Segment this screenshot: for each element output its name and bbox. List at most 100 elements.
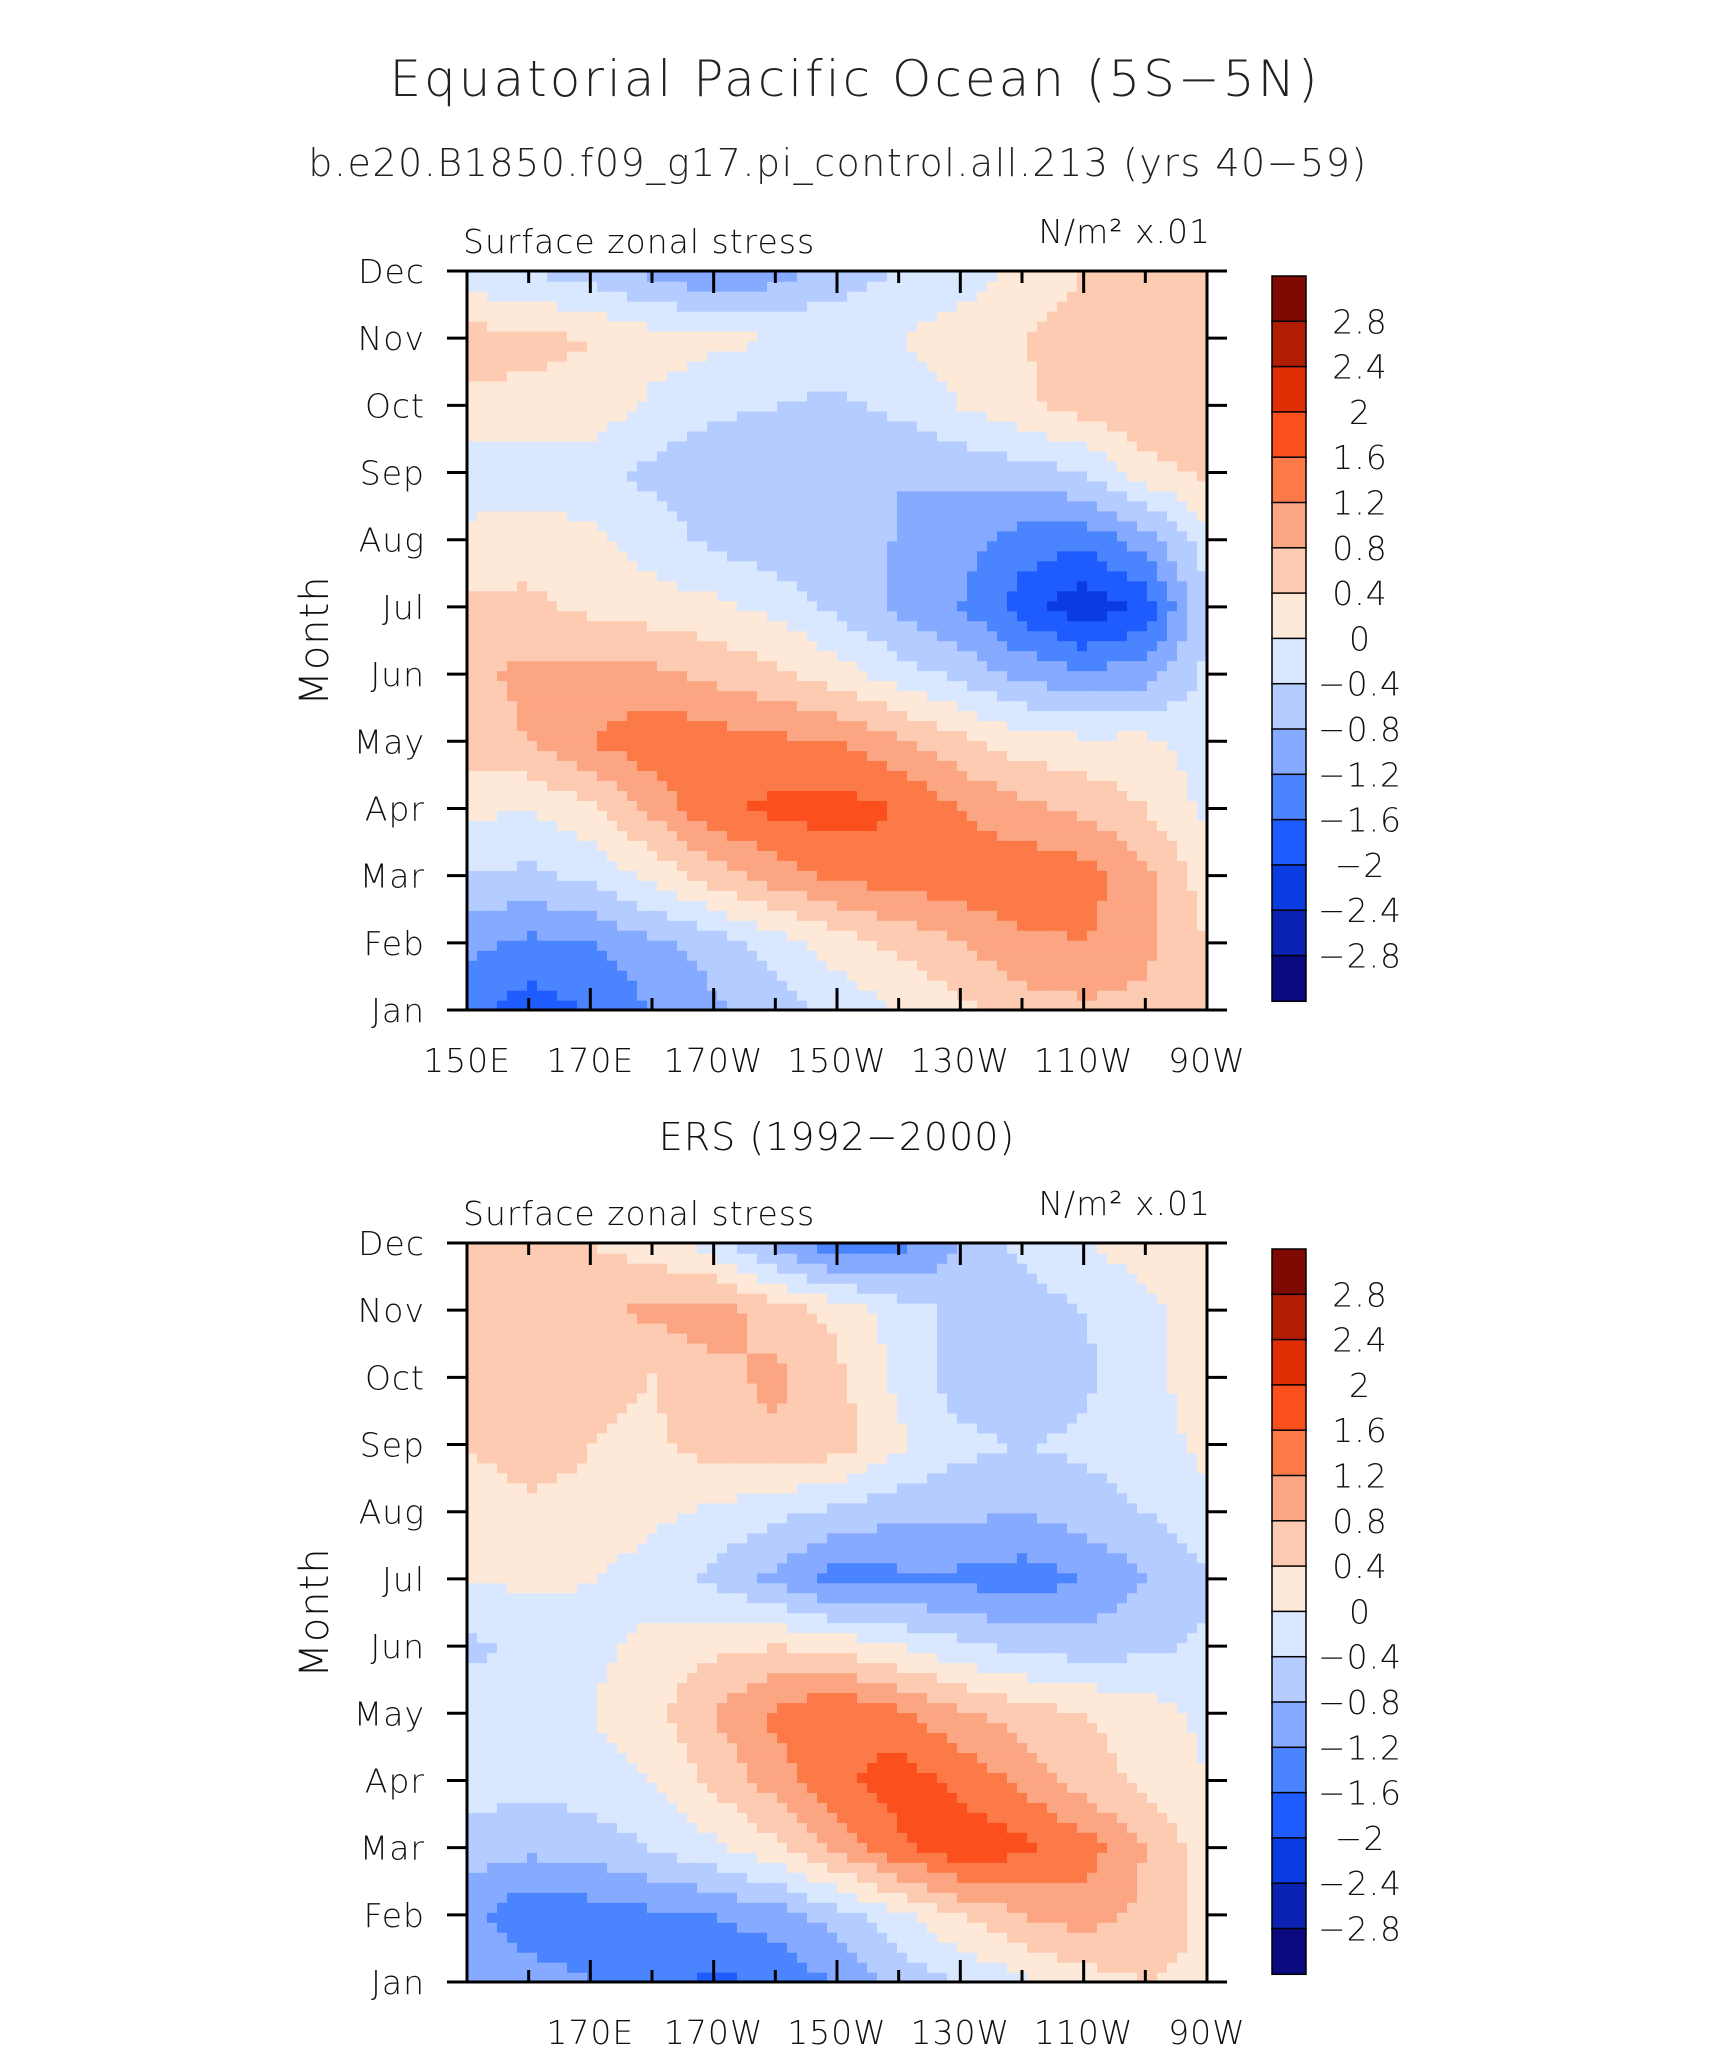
contour-cell: [507, 440, 518, 452]
contour-cell: [617, 460, 628, 472]
contour-cell: [727, 980, 738, 991]
contour-cell: [1037, 1000, 1048, 1011]
contour-cell: [467, 690, 478, 702]
contour-cell: [1147, 930, 1158, 941]
contour-cell: [1157, 640, 1168, 652]
contour-cell: [1177, 760, 1188, 772]
contour-cell: [607, 540, 618, 552]
contour-cell: [627, 610, 638, 622]
contour-cell: [627, 680, 638, 692]
contour-cell: [557, 400, 568, 412]
contour-cell: [597, 400, 608, 412]
contour-cell: [1137, 560, 1148, 572]
contour-cell: [477, 400, 488, 412]
contour-cell: [737, 420, 748, 432]
contour-cell: [1157, 830, 1168, 841]
contour-cell: [917, 410, 928, 422]
contour-cell: [1077, 930, 1088, 941]
contour-cell: [1037, 620, 1048, 632]
contour-cell: [497, 340, 508, 352]
contour-cell: [1037, 480, 1048, 492]
contour-cell: [1037, 740, 1048, 752]
contour-cell: [947, 940, 958, 951]
contour-cell: [877, 780, 888, 791]
contour-cell: [737, 960, 748, 971]
contour-cell: [867, 910, 878, 921]
contour-cell: [857, 390, 868, 402]
contour-cell: [1107, 720, 1118, 732]
contour-cell: [1197, 700, 1208, 712]
contour-cell: [987, 470, 998, 482]
contour-cell: [507, 830, 518, 841]
contour-cell: [1117, 690, 1128, 702]
contour-cell: [707, 870, 718, 881]
contour-cell: [697, 700, 708, 712]
contour-cell: [767, 380, 778, 392]
contour-cell: [817, 910, 828, 921]
contour-cell: [907, 770, 918, 782]
contour-cell: [1117, 510, 1128, 522]
contour-cell: [1187, 930, 1198, 941]
contour-cell: [907, 930, 918, 941]
contour-cell: [1047, 760, 1058, 772]
contour-cell: [767, 930, 778, 941]
contour-cell: [927, 840, 938, 851]
contour-cell: [1137, 680, 1148, 692]
contour-cell: [667, 550, 678, 562]
contour-cell: [667, 750, 678, 762]
contour-cell: [667, 500, 678, 512]
contour-cell: [607, 710, 618, 722]
contour-cell: [727, 820, 738, 831]
contour-cell: [647, 730, 658, 742]
contour-cell: [897, 390, 908, 402]
contour-cell: [467, 620, 478, 632]
contour-cell: [1047, 730, 1058, 742]
contour-cell: [997, 590, 1008, 602]
contour-cell: [1057, 790, 1068, 801]
contour-cell: [707, 840, 718, 851]
contour-cell: [1027, 550, 1038, 562]
contour-cell: [667, 890, 678, 901]
contour-cell: [567, 680, 578, 692]
contour-cell: [897, 720, 908, 732]
contour-cell: [817, 800, 828, 811]
contour-cell: [557, 910, 568, 921]
contour-cell: [467, 950, 478, 961]
contour-cell: [937, 790, 948, 801]
contour-cell: [607, 920, 618, 931]
contour-cell: [1127, 430, 1138, 442]
contour-cell: [1137, 420, 1148, 432]
contour-cell: [687, 840, 698, 851]
contour-cell: [1147, 560, 1158, 572]
contour-cell: [947, 560, 958, 572]
contour-cell: [1037, 780, 1048, 791]
contour-cell: [997, 410, 1008, 422]
contour-cell: [1077, 680, 1088, 692]
contour-cell: [1077, 530, 1088, 542]
contour-cell: [1177, 410, 1188, 422]
contour-cell: [527, 710, 538, 722]
contour-cell: [1197, 570, 1208, 582]
contour-cell: [757, 500, 768, 512]
contour-cell: [667, 780, 678, 791]
contour-cell: [1087, 350, 1098, 362]
contour-cell: [877, 430, 888, 442]
contour-cell: [627, 880, 638, 891]
contour-cell: [1117, 780, 1128, 791]
contour-cell: [897, 820, 908, 831]
contour-cell: [677, 740, 688, 752]
contour-cell: [857, 790, 868, 801]
contour-cell: [1097, 570, 1108, 582]
contour-cell: [857, 430, 868, 442]
contour-cell: [1087, 690, 1098, 702]
contour-cell: [1087, 540, 1098, 552]
contour-cell: [1017, 940, 1028, 951]
contour-cell: [1117, 720, 1128, 732]
contour-cell: [987, 390, 998, 402]
contour-cell: [977, 560, 988, 572]
contour-cell: [487, 520, 498, 532]
contour-cell: [487, 620, 498, 632]
contour-cell: [607, 440, 618, 452]
contour-cell: [687, 750, 698, 762]
contour-cell: [1097, 490, 1108, 502]
